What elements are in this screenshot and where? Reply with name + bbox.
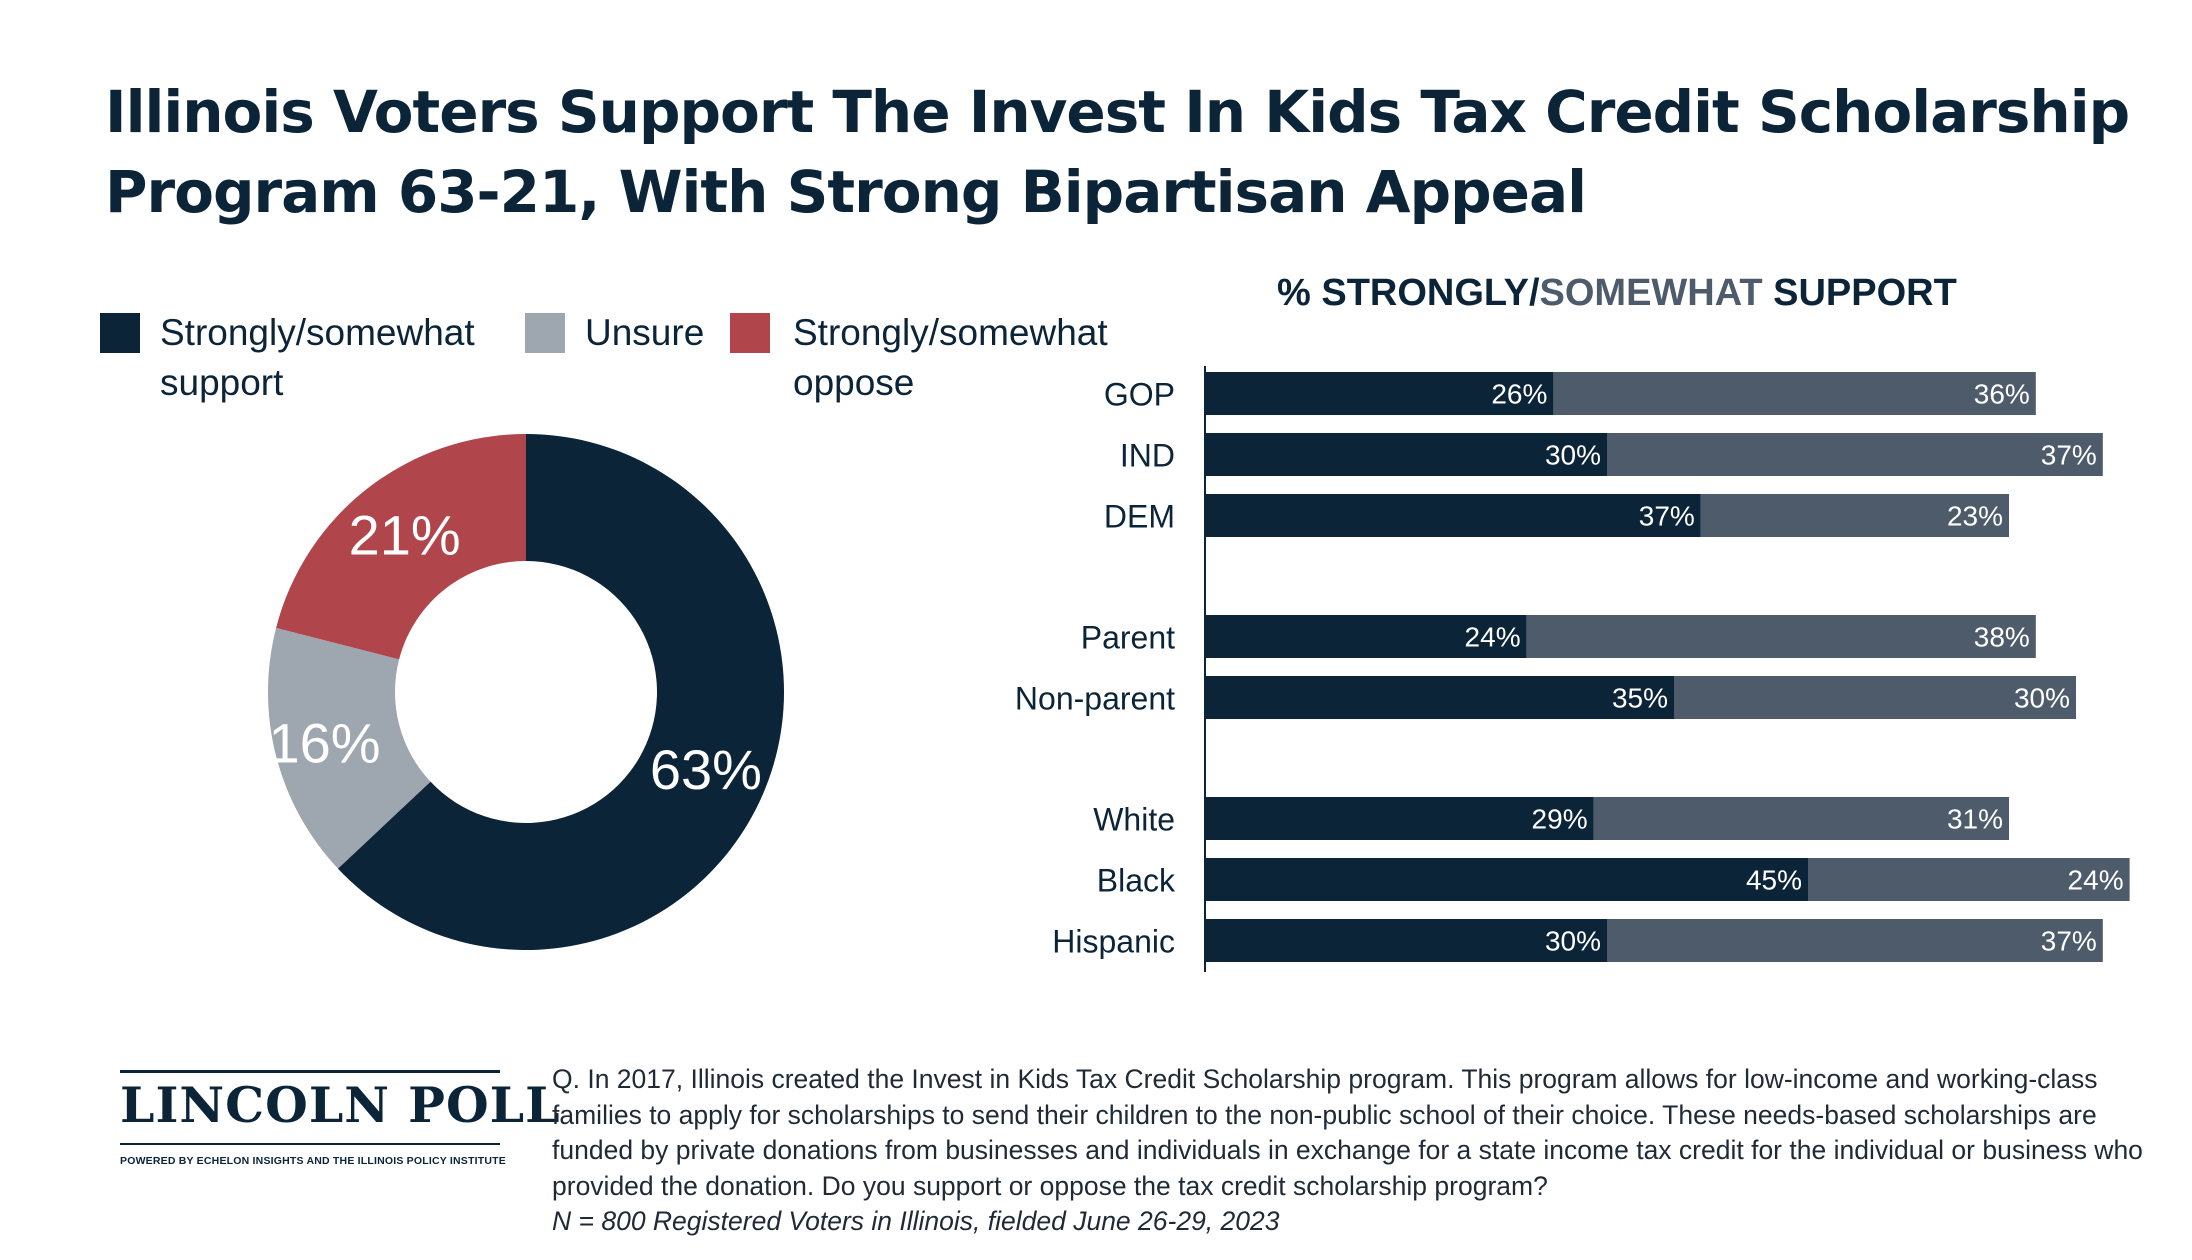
bar-value-label-hispanic-somewhat: 37% [2041,926,2097,957]
bar-category-label-parent: Parent [1081,620,1175,656]
bar-category-label-gop: GOP [1104,377,1175,413]
sample-note: N = 800 Registered Voters in Illinois, f… [552,1206,1280,1236]
logo-bottom-rule [120,1143,500,1145]
bar-hispanic-somewhat [1607,919,2103,962]
bar-parent-somewhat [1526,615,2036,658]
legend-label-oppose-line2: oppose [793,362,915,403]
legend-swatch-support [100,313,140,353]
bar-heading-part-1: % STRONGLY/ [1277,272,1540,314]
donut-slice-strongly-somewhat-oppose [276,434,526,660]
bar-value-label-non-parent-somewhat: 30% [2014,683,2070,714]
bar-non-parent-somewhat [1674,676,2076,719]
bar-category-label-non-parent: Non-parent [1015,681,1175,717]
bar-value-label-ind-somewhat: 37% [2041,440,2097,471]
chart-title: Illinois Voters Support The Invest In Ki… [105,72,2130,232]
legend-label-support-line1: Strongly/somewhat [160,312,475,353]
bar-value-label-white-somewhat: 31% [1947,804,2003,835]
bar-non-parent-strongly [1205,676,1674,719]
bar-ind-somewhat [1607,433,2103,476]
logo-top-rule [120,1070,500,1073]
bar-gop-strongly [1205,372,1554,415]
logo-text: LINCOLN POLL [120,1076,561,1134]
legend-label-unsure: Unsure [585,312,705,353]
bar-value-label-parent-somewhat: 38% [1974,622,2030,653]
bar-value-label-white-strongly: 29% [1532,804,1588,835]
logo-subtitle: POWERED BY ECHELON INSIGHTS AND THE ILLI… [120,1155,506,1167]
bar-value-label-black-somewhat: 24% [2068,865,2124,896]
legend-label-oppose-line1: Strongly/somewhat [793,312,1108,353]
legend-swatch-oppose [730,313,770,353]
bar-value-label-non-parent-strongly: 35% [1612,683,1668,714]
donut-label-unsure: 16% [268,712,380,775]
bar-value-label-gop-strongly: 26% [1491,379,1547,410]
bar-parent-strongly [1205,615,1527,658]
bar-category-label-black: Black [1097,863,1176,899]
bar-white-strongly [1205,797,1594,840]
chart-title-line-2: Program 63-21, With Strong Bipartisan Ap… [105,158,1587,226]
bar-value-label-black-strongly: 45% [1746,865,1802,896]
chart-title-line-1: Illinois Voters Support The Invest In Ki… [105,78,2130,146]
bar-heading-part-2: SOMEWHAT [1539,272,1763,314]
lincoln-poll-logo: LINCOLN POLL POWERED BY ECHELON INSIGHTS… [120,1070,561,1167]
question-text: Q. In 2017, Illinois created the Invest … [552,1064,2143,1201]
bar-heading-part-3: SUPPORT [1762,272,1957,314]
donut-label-strongly-somewhat-support: 63% [650,738,762,801]
survey-question: Q. In 2017, Illinois created the Invest … [552,1062,2152,1240]
bar-category-label-hispanic: Hispanic [1052,924,1175,960]
legend-label-support-line2: support [160,362,284,403]
bar-ind-strongly [1205,433,1607,476]
bar-value-label-dem-somewhat: 23% [1947,501,2003,532]
bar-black-strongly [1205,858,1808,901]
legend-swatch-unsure [525,313,565,353]
bar-value-label-parent-strongly: 24% [1465,622,1521,653]
bar-gop-somewhat [1553,372,2036,415]
bar-category-label-ind: IND [1120,438,1175,474]
bar-value-label-dem-strongly: 37% [1639,501,1695,532]
bar-black-somewhat [1808,858,2130,901]
bar-category-label-dem: DEM [1104,499,1175,535]
bar-chart-heading: % STRONGLY/SOMEWHAT SUPPORT [1277,270,1957,316]
donut-slice-strongly-somewhat-support [337,434,784,950]
donut-label-strongly-somewhat-oppose: 21% [349,504,461,567]
bar-value-label-ind-strongly: 30% [1545,440,1601,471]
bar-value-label-gop-somewhat: 36% [1974,379,2030,410]
donut-slice-unsure [268,627,431,869]
bar-white-somewhat [1593,797,2009,840]
bar-value-label-hispanic-strongly: 30% [1545,926,1601,957]
bar-category-label-white: White [1093,802,1175,838]
bar-dem-somewhat [1700,494,2009,537]
bar-dem-strongly [1205,494,1701,537]
bar-hispanic-strongly [1205,919,1607,962]
